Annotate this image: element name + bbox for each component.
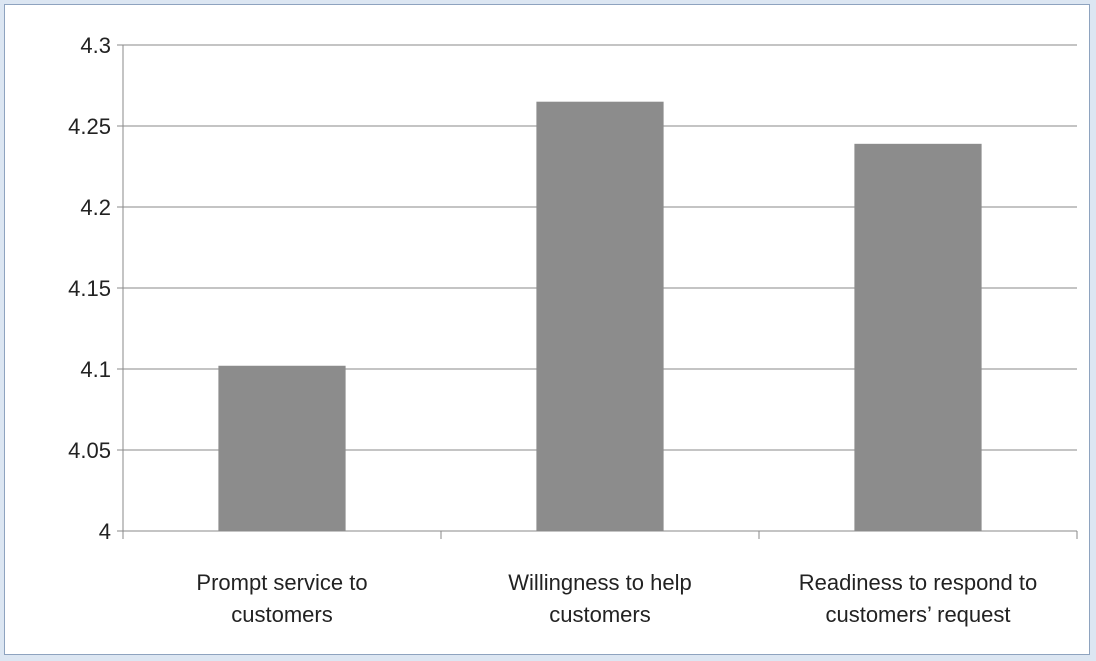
y-tick-label: 4.05: [68, 438, 111, 463]
bar: [854, 143, 982, 531]
x-category-label: Readiness to respond to: [799, 570, 1038, 595]
labels: 4 4.05 4.1 4.15 4.2 4.25 4.3 Prompt service to c…: [68, 33, 1037, 627]
y-tick-label: 4.2: [80, 195, 111, 220]
y-tick-label: 4: [99, 519, 111, 544]
chart-frame: 4 4.05 4.1 4.15 4.2 4.25 4.3 Prompt service to c…: [4, 4, 1090, 655]
bar-chart: 4 4.05 4.1 4.15 4.2 4.25 4.3 Prompt service to c…: [68, 33, 1078, 627]
bar: [218, 365, 346, 531]
y-tick-label: 4.1: [80, 357, 111, 382]
x-category-label: customers: [231, 602, 332, 627]
y-tick-label: 4.3: [80, 33, 111, 58]
bar: [536, 101, 664, 531]
y-tick-label: 4.25: [68, 114, 111, 139]
x-category-label: Prompt service to: [196, 570, 367, 595]
y-tick-label: 4.15: [68, 276, 111, 301]
x-category-label: customers: [549, 602, 650, 627]
axes: [117, 44, 1078, 539]
x-category-label: customers’ request: [825, 602, 1010, 627]
bars: [218, 101, 982, 531]
x-category-label: Willingness to help: [508, 570, 691, 595]
